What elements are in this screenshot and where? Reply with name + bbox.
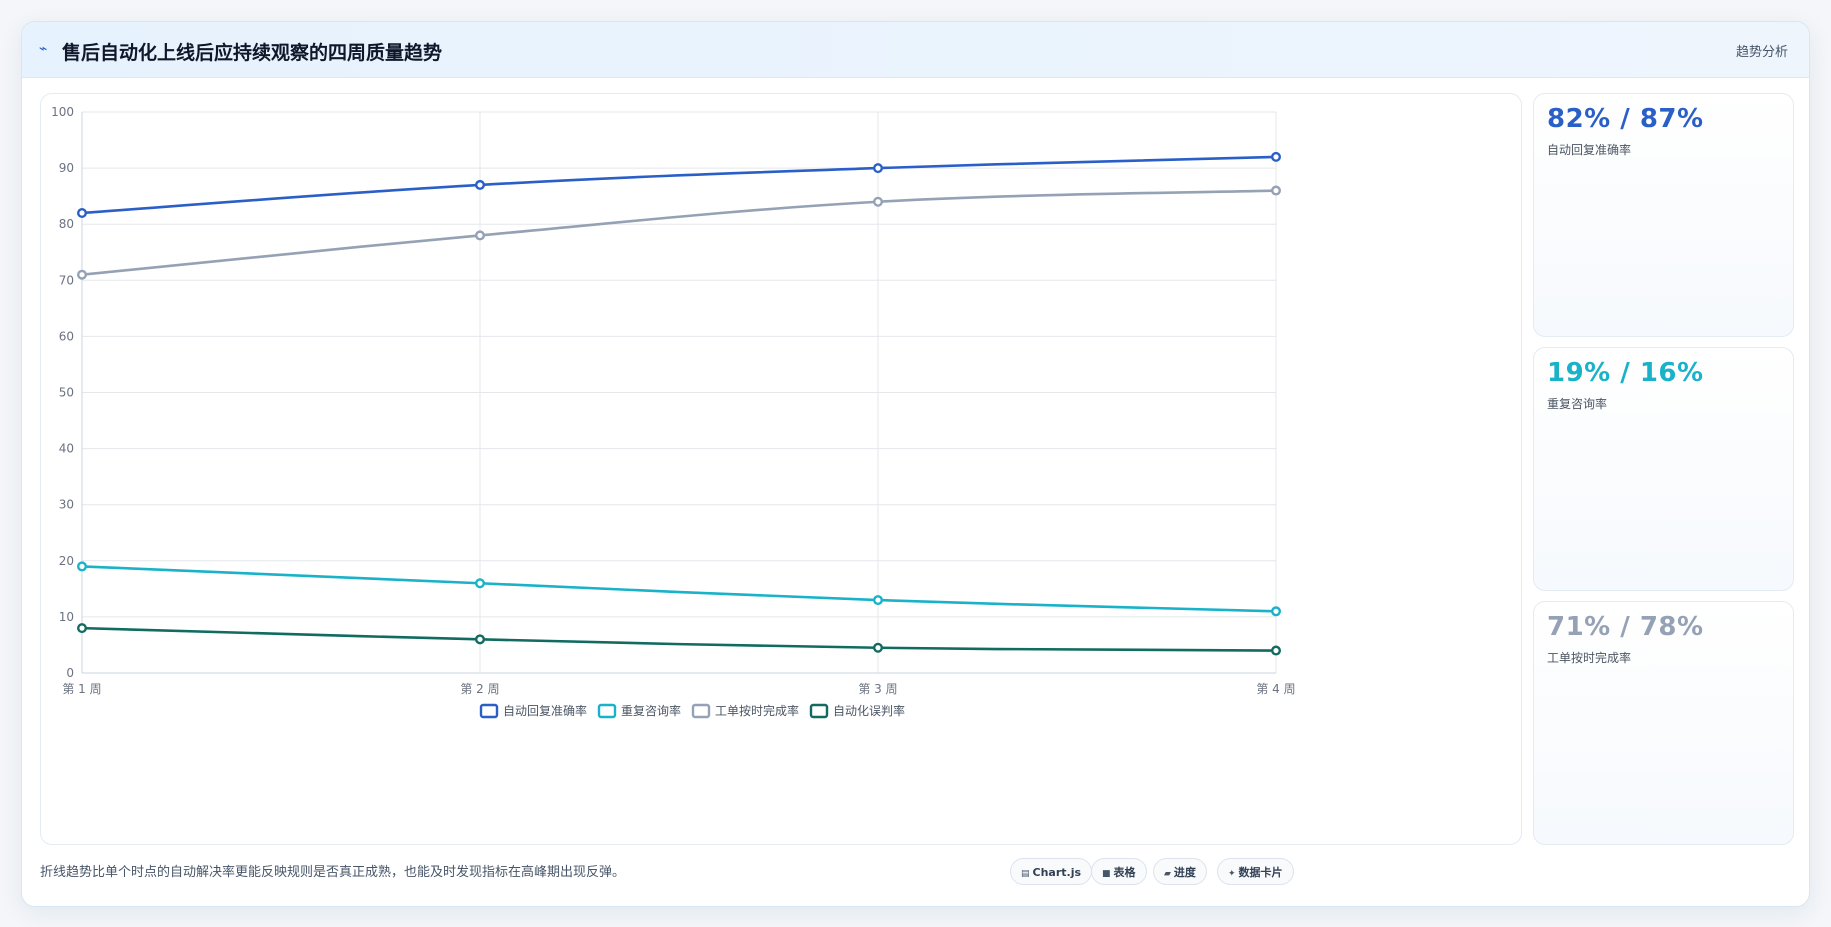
data-point — [475, 230, 486, 241]
pill-label: 表格 — [1113, 866, 1136, 879]
series-line-1 — [81, 565, 1277, 613]
legend-swatch — [597, 703, 617, 719]
analysis-tag: 趋势分析 — [1735, 45, 1788, 60]
data-point — [873, 196, 884, 207]
y-tick-label: 40 — [59, 442, 74, 456]
chartjs-pill[interactable]: ▤ Chart.js — [1010, 858, 1093, 885]
legend-swatch — [479, 703, 499, 719]
data-point — [475, 634, 486, 645]
line-chart: 0 10 20 30 40 50 60 70 80 90 100 第 1 周 第 2 周 第 3 周 第 4… — [51, 105, 1296, 719]
legend-swatch — [809, 703, 829, 719]
data-point — [873, 163, 884, 174]
y-tick-label: 80 — [59, 217, 74, 231]
legend-label: 自动化误判率 — [833, 703, 905, 718]
y-tick-label: 70 — [59, 273, 74, 287]
data-point — [77, 623, 88, 634]
chart-icon: ▤ — [1021, 869, 1030, 879]
data-point — [1270, 606, 1281, 617]
progress-pill[interactable]: ▰ 进度 — [1153, 858, 1207, 885]
data-point — [77, 207, 88, 218]
data-point — [475, 578, 486, 589]
chart-card: ⌁ 售后自动化上线后应持续观察的四周质量趋势 趋势分析 0 10 20 30 40 50 6… — [21, 21, 1810, 907]
table-pill[interactable]: ■ 表格 — [1091, 858, 1147, 885]
line-chart-panel: 0 10 20 30 40 50 60 70 80 90 100 第 1 周 第 2 周 第 3 周 第 4… — [40, 93, 1522, 845]
x-tick-label: 第 3 周 — [858, 682, 897, 696]
trend-icon: ⌁ — [39, 41, 48, 57]
page-title: 售后自动化上线后应持续观察的四周质量趋势 — [62, 42, 443, 64]
y-tick-label: 90 — [59, 161, 74, 175]
data-point — [873, 595, 884, 606]
series-line-3 — [81, 626, 1277, 652]
legend-label: 自动回复准确率 — [503, 703, 587, 718]
y-tick-label: 60 — [59, 329, 74, 343]
progress-icon: ▰ — [1164, 869, 1171, 879]
stat-label: 工单按时完成率 — [1547, 651, 1632, 665]
data-point — [77, 269, 88, 280]
stat-label: 自动回复准确率 — [1547, 143, 1632, 157]
legend-swatch — [691, 703, 711, 719]
pill-label: Chart.js — [1032, 866, 1082, 879]
stat-value: 19% / 16% — [1547, 358, 1704, 388]
x-tick-label: 第 1 周 — [62, 682, 101, 696]
data-point — [873, 642, 884, 653]
data-point — [1270, 185, 1281, 196]
stat-card-ontime: 71% / 78% 工单按时完成率 — [1533, 601, 1794, 845]
stat-card-repeat: 19% / 16% 重复咨询率 — [1533, 347, 1794, 591]
y-tick-label: 20 — [59, 554, 74, 568]
card-header: ⌁ 售后自动化上线后应持续观察的四周质量趋势 趋势分析 — [22, 22, 1809, 78]
y-tick-label: 50 — [59, 386, 74, 400]
card-icon: ✦ — [1228, 869, 1236, 879]
y-tick-label: 30 — [59, 498, 74, 512]
stat-value: 71% / 78% — [1547, 612, 1704, 642]
series-line-2 — [81, 189, 1277, 276]
series-line-0 — [81, 155, 1277, 215]
data-point — [1270, 151, 1281, 162]
data-point — [1270, 645, 1281, 656]
legend-label: 工单按时完成率 — [715, 703, 799, 718]
y-tick-label: 0 — [66, 666, 74, 680]
x-tick-label: 第 2 周 — [460, 682, 499, 696]
pill-label: 进度 — [1173, 866, 1196, 879]
y-tick-label: 10 — [59, 610, 74, 624]
footer-note: 折线趋势比单个时点的自动解决率更能反映规则是否真正成熟，也能及时发现指标在高峰期… — [40, 865, 626, 880]
data-point — [475, 179, 486, 190]
y-tick-label: 100 — [51, 105, 74, 119]
stat-label: 重复咨询率 — [1547, 397, 1608, 411]
stat-value: 82% / 87% — [1547, 104, 1704, 134]
table-icon: ■ — [1102, 869, 1111, 879]
data-card-pill[interactable]: ✦ 数据卡片 — [1217, 858, 1294, 885]
x-tick-label: 第 4 周 — [1256, 682, 1295, 696]
stat-card-accuracy: 82% / 87% 自动回复准确率 — [1533, 93, 1794, 337]
legend-label: 重复咨询率 — [621, 703, 681, 718]
data-point — [77, 561, 88, 572]
pill-label: 数据卡片 — [1238, 866, 1283, 879]
